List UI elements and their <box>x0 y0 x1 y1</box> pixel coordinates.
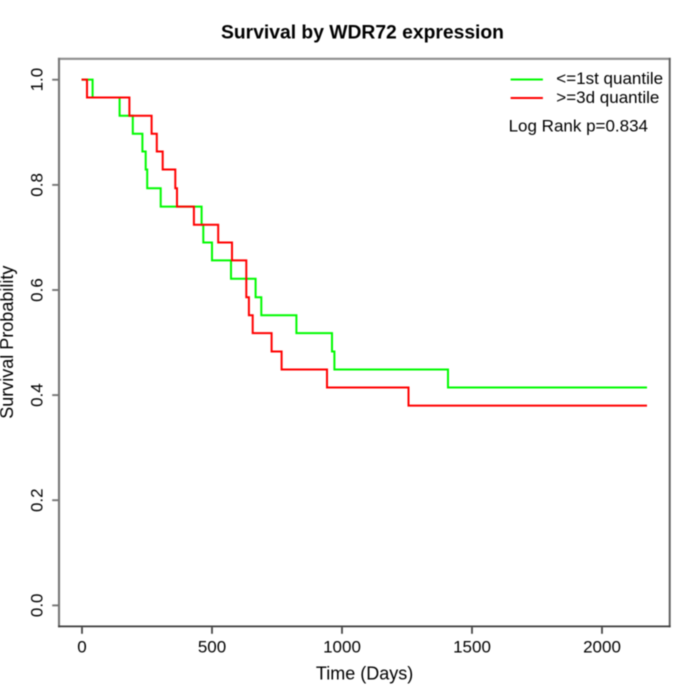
svg-text:0: 0 <box>77 637 86 656</box>
svg-text:Time (Days): Time (Days) <box>316 663 413 683</box>
svg-text:0.6: 0.6 <box>27 278 46 302</box>
svg-text:0.2: 0.2 <box>27 488 46 512</box>
svg-text:0.8: 0.8 <box>27 173 46 197</box>
svg-text:1500: 1500 <box>453 637 491 656</box>
svg-text:Survival Probability: Survival Probability <box>0 266 17 419</box>
svg-text:1.0: 1.0 <box>27 68 46 92</box>
svg-text:1000: 1000 <box>323 637 361 656</box>
svg-text:2000: 2000 <box>583 637 621 656</box>
svg-text:<=1st quantile: <=1st quantile <box>556 69 663 88</box>
svg-text:0.4: 0.4 <box>27 383 46 407</box>
svg-text:500: 500 <box>198 637 226 656</box>
svg-text:>=3d quantile: >=3d quantile <box>556 88 659 107</box>
svg-text:Survival by WDR72 expression: Survival by WDR72 expression <box>221 23 504 44</box>
svg-text:Log Rank p=0.834: Log Rank p=0.834 <box>509 117 648 136</box>
svg-text:0.0: 0.0 <box>27 593 46 617</box>
